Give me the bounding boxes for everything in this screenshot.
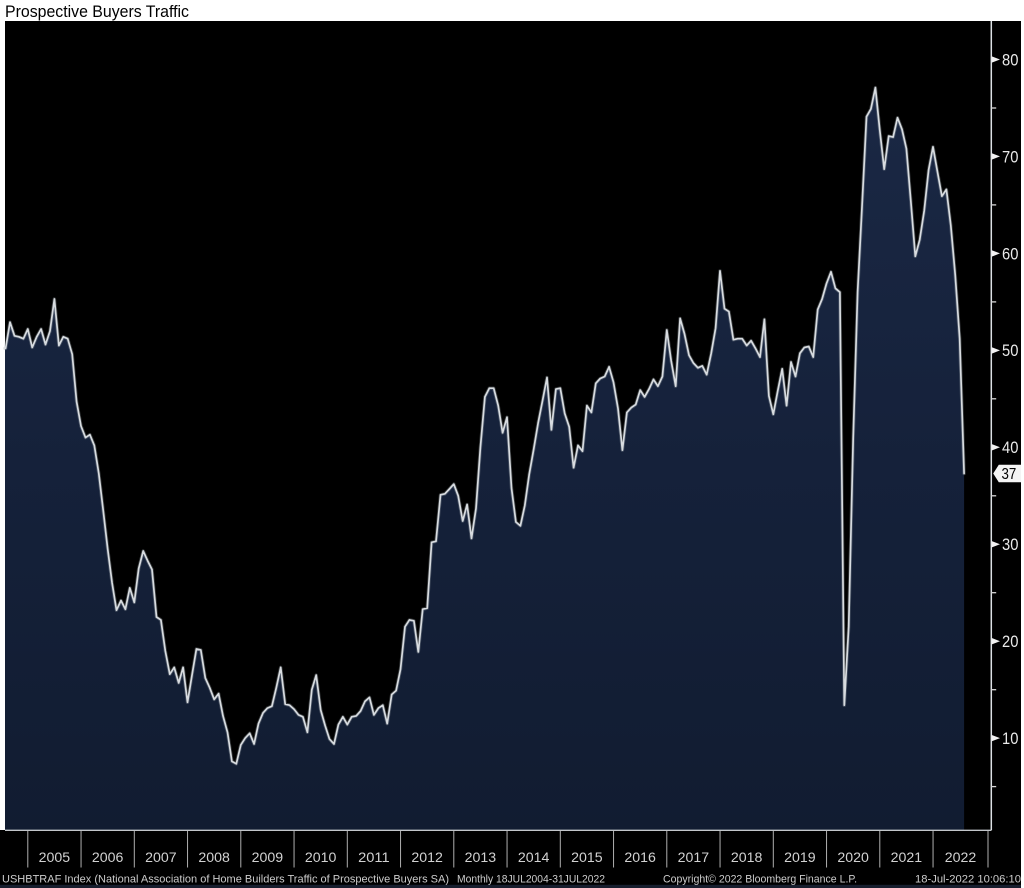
svg-text:Prospective Buyers Traffic: Prospective Buyers Traffic — [5, 3, 189, 21]
svg-text:40: 40 — [1002, 439, 1018, 457]
svg-text:50: 50 — [1002, 342, 1018, 360]
svg-text:2014: 2014 — [518, 850, 550, 865]
svg-text:2015: 2015 — [571, 850, 603, 865]
svg-text:70: 70 — [1002, 148, 1018, 166]
svg-text:2008: 2008 — [198, 850, 230, 865]
svg-text:30: 30 — [1002, 536, 1018, 554]
svg-text:18-Jul-2022 10:06:10: 18-Jul-2022 10:06:10 — [915, 874, 1021, 886]
svg-text:2021: 2021 — [891, 850, 923, 865]
svg-text:2007: 2007 — [145, 850, 177, 865]
svg-text:2011: 2011 — [358, 850, 390, 865]
svg-text:2009: 2009 — [252, 850, 284, 865]
svg-text:2006: 2006 — [92, 850, 124, 865]
svg-text:60: 60 — [1002, 245, 1018, 263]
svg-text:80: 80 — [1002, 51, 1018, 69]
svg-text:2022: 2022 — [945, 850, 977, 865]
svg-text:2010: 2010 — [305, 850, 337, 865]
svg-text:Copyright© 2022 Bloomberg Fina: Copyright© 2022 Bloomberg Finance L.P. — [663, 874, 857, 886]
svg-text:USHBTRAF Index (National Assoc: USHBTRAF Index (National Association of … — [2, 874, 449, 886]
svg-text:2019: 2019 — [784, 850, 816, 865]
svg-text:2016: 2016 — [624, 850, 656, 865]
svg-text:10: 10 — [1002, 730, 1018, 748]
svg-text:20: 20 — [1002, 633, 1018, 651]
svg-text:2012: 2012 — [411, 850, 443, 865]
svg-text:2020: 2020 — [837, 850, 869, 865]
svg-text:2018: 2018 — [731, 850, 763, 865]
svg-text:2013: 2013 — [465, 850, 497, 865]
svg-text:2005: 2005 — [39, 850, 71, 865]
svg-text:37: 37 — [1002, 466, 1017, 483]
svg-text:Monthly 18JUL2004-31JUL2022: Monthly 18JUL2004-31JUL2022 — [457, 874, 605, 886]
svg-text:2017: 2017 — [678, 850, 710, 865]
